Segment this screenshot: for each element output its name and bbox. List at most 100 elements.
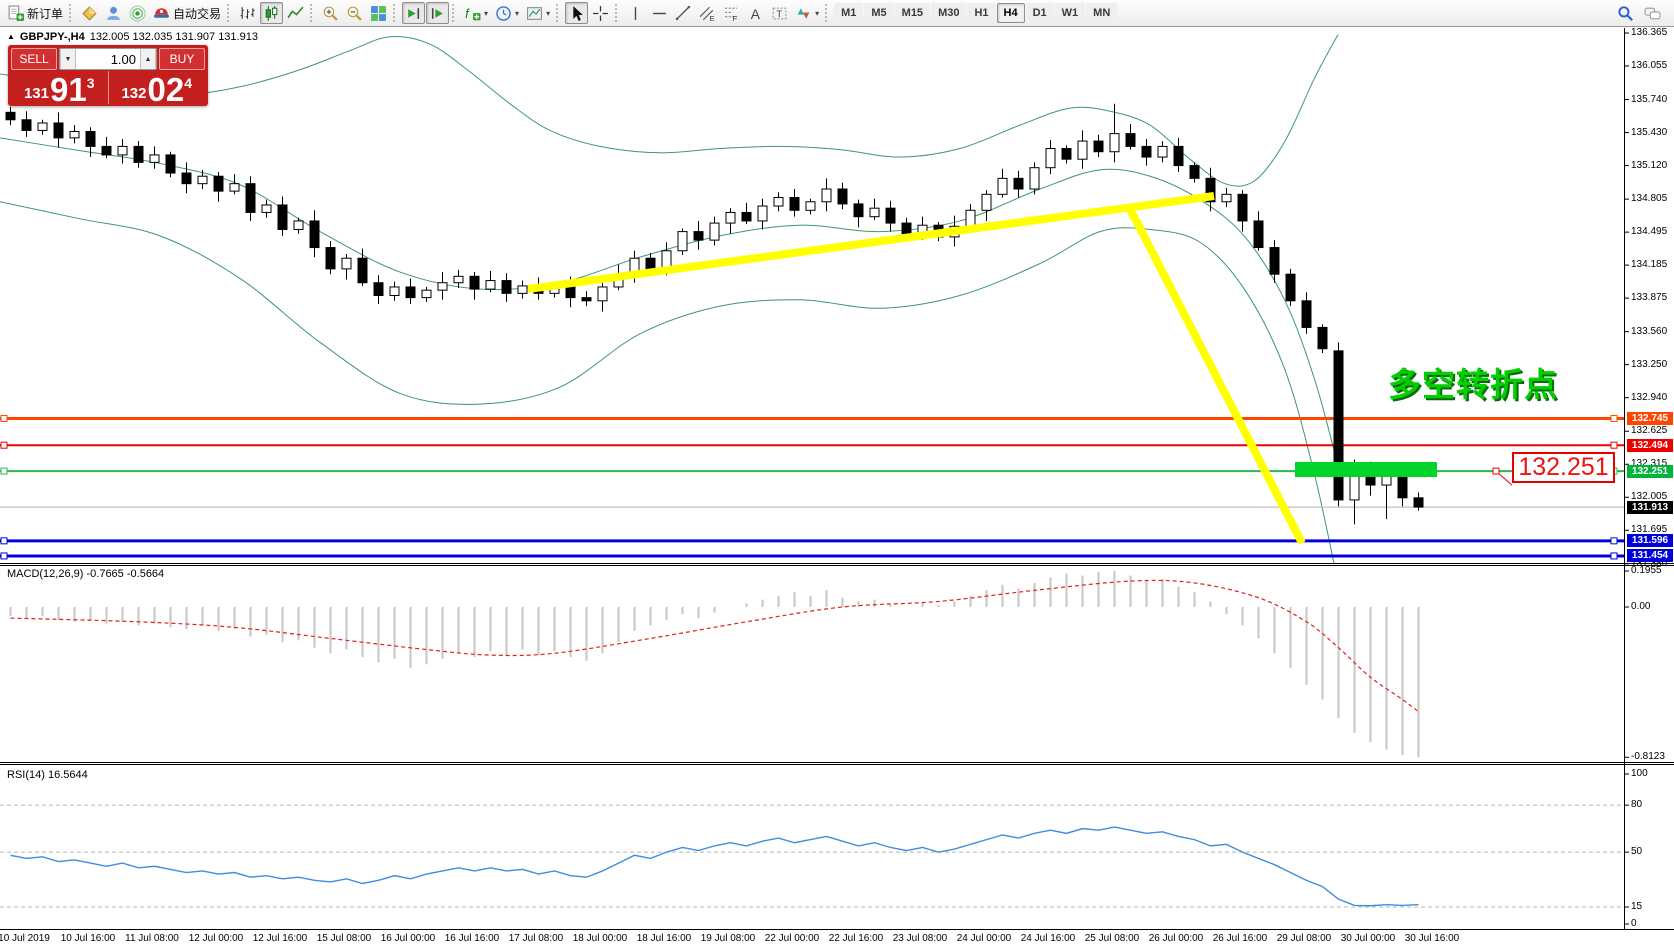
toolbar-grip [227,4,232,22]
timeframe-d1-button[interactable]: D1 [1025,3,1054,23]
bar-chart-button[interactable] [236,2,259,24]
zoom-in-button[interactable] [319,2,342,24]
search-icon [1617,5,1634,22]
chat-button[interactable] [1641,2,1664,24]
volume-decrease-button[interactable]: ▼ [60,49,76,69]
turning-point-annotation[interactable]: 多空转折点 [1388,366,1558,403]
new-order-button[interactable]: 新订单 [4,2,66,24]
buy-price-prefix: 132 [121,85,147,102]
timeframe-m15-button[interactable]: M15 [894,3,931,23]
fibonacci-button[interactable]: F [720,2,743,24]
chevron-down-icon: ▾ [815,8,820,18]
autotrading-button-label: 自动交易 [173,6,222,21]
timeframe-m30-button[interactable]: M30 [931,3,967,23]
crosshair-button[interactable] [589,2,612,24]
hline-icon [651,5,668,22]
symbol-header: ▲ GBPJPY-,H4 132.005 132.035 131.907 131… [7,31,258,43]
price-divider [107,71,109,104]
candlestick-chart-button[interactable] [260,2,284,24]
brush-icon [81,5,98,22]
line-chart-button[interactable] [284,2,307,24]
toolbar-grip [452,4,457,22]
text-button[interactable]: A [744,2,767,24]
chart-shift-button[interactable] [426,2,450,24]
rsi-label: RSI(14) 16.5644 [7,769,88,781]
timeframe-h1-button[interactable]: H1 [967,3,996,23]
auto-scroll-button[interactable] [402,2,426,24]
trendline-button[interactable] [672,2,695,24]
svg-text:T: T [776,9,782,20]
volume-stepper: ▼ ▲ [59,48,157,70]
autoscroll-icon [405,5,422,22]
candles-icon [263,5,280,22]
templates-button[interactable]: ▾ [523,2,553,24]
toolbar-grip [69,4,74,22]
shapes-icon [795,5,812,22]
channel-icon: E [699,5,716,22]
toolbar-grip [393,4,398,22]
shift-icon [429,5,446,22]
sell-price-sup: 3 [86,75,95,91]
broadcast-button[interactable] [126,2,149,24]
timeframe-m1-button[interactable]: M1 [834,3,864,23]
tile-windows-button[interactable] [367,2,390,24]
new-order-button-label: 新订单 [27,6,64,21]
vline-icon [627,5,644,22]
label-icon: T [771,5,788,22]
text-icon: A [747,5,764,22]
timeframe-w1-button[interactable]: W1 [1054,3,1086,23]
sell-price[interactable]: 131 91 3 [11,71,108,106]
linechart-icon [287,5,304,22]
svg-text:f: f [465,5,470,20]
zoom-out-button[interactable] [343,2,366,24]
cursor-button[interactable] [565,2,589,24]
indicators-icon: f [464,5,481,22]
timeframe-m5-button[interactable]: M5 [864,3,894,23]
bars-icon [239,5,256,22]
label-button[interactable]: T [768,2,791,24]
macd-label: MACD(12,26,9) -0.7665 -0.5664 [7,568,165,580]
chevron-down-icon: ▾ [546,8,551,18]
svg-text:A: A [751,5,761,21]
fibo-icon: F [723,5,740,22]
tiles-icon [370,5,387,22]
trendline-icon [675,5,692,22]
chevron-down-icon: ▾ [515,8,520,18]
volume-increase-button[interactable]: ▲ [140,49,156,69]
svg-text:F: F [733,13,738,21]
autotrading-button[interactable]: 自动交易 [150,2,224,24]
toolbar-grip [615,4,620,22]
shapes-button[interactable]: ▾ [792,2,822,24]
periods-button[interactable]: ▾ [492,2,522,24]
volume-input[interactable] [76,49,140,69]
signal-icon [129,5,146,22]
sell-price-prefix: 131 [23,85,49,102]
buy-price[interactable]: 132 02 4 [109,71,206,108]
crosshair-icon [592,5,609,22]
search-button[interactable] [1614,2,1637,24]
timeframe-h4-button[interactable]: H4 [996,3,1025,23]
toolbar-grip [556,4,561,22]
price-callout-label[interactable]: 132.251 [1512,452,1615,483]
zoom-out-icon [346,5,363,22]
buy-button[interactable]: BUY [159,48,205,70]
toolbar-grip [310,4,315,22]
templates-icon [526,5,543,22]
cursor-icon [568,5,585,22]
symbol-ohlc-values: 132.005 132.035 131.907 131.913 [89,31,258,43]
indicators-button[interactable]: f ▾ [461,2,491,24]
buy-price-main: 02 [147,71,185,108]
channel-button[interactable]: E [696,2,719,24]
toolbar: 新订单 自动交易 f ▾ ▾ ▾ E F A T ▾ M1 M5 M15 M30 H1 H4 D1 W1 MN [0,0,1674,27]
styler-button[interactable] [78,2,101,24]
timeframe-mn-button[interactable]: MN [1086,3,1118,23]
vertical-line-button[interactable] [624,2,647,24]
collapse-panel-icon[interactable]: ▲ [7,32,15,41]
sell-button[interactable]: SELL [11,48,57,70]
horizontal-line-button[interactable] [648,2,671,24]
symbol-name: GBPJPY-,H4 [19,31,85,43]
profile-button[interactable] [102,2,125,24]
